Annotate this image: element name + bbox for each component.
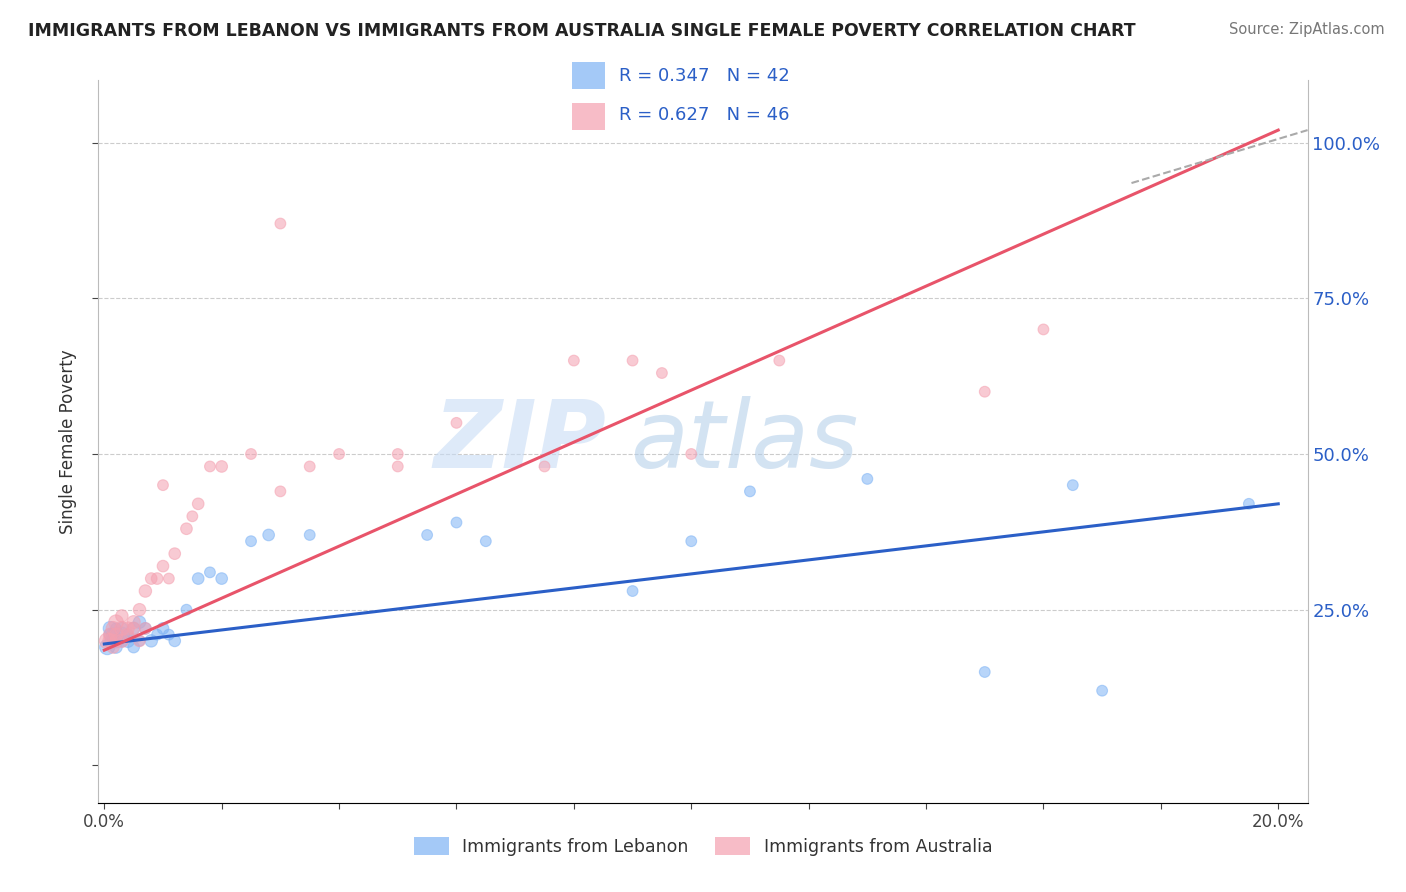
Point — [533, 459, 555, 474]
Point — [122, 621, 145, 635]
Point — [152, 478, 174, 492]
Text: IMMIGRANTS FROM LEBANON VS IMMIGRANTS FROM AUSTRALIA SINGLE FEMALE POVERTY CORRE: IMMIGRANTS FROM LEBANON VS IMMIGRANTS FR… — [28, 22, 1136, 40]
Point — [105, 640, 128, 654]
Point — [105, 615, 128, 630]
Point — [257, 528, 280, 542]
Point — [240, 534, 263, 549]
Point — [122, 640, 145, 654]
Point — [96, 640, 118, 654]
Point — [98, 621, 121, 635]
Point — [651, 366, 673, 380]
Point — [134, 621, 156, 635]
Point — [416, 528, 439, 542]
Point — [98, 633, 121, 648]
Point — [738, 484, 761, 499]
Point — [128, 603, 150, 617]
Point — [768, 353, 790, 368]
Point — [157, 627, 180, 641]
Point — [96, 633, 118, 648]
Point — [681, 534, 703, 549]
Point — [240, 447, 263, 461]
Point — [111, 621, 134, 635]
Point — [98, 627, 121, 641]
Text: R = 0.627   N = 46: R = 0.627 N = 46 — [619, 106, 789, 124]
Text: atlas: atlas — [630, 396, 859, 487]
Point — [128, 633, 150, 648]
Point — [446, 416, 468, 430]
Y-axis label: Single Female Poverty: Single Female Poverty — [59, 350, 77, 533]
Point — [105, 627, 128, 641]
Point — [1091, 683, 1114, 698]
Point — [163, 547, 186, 561]
Point — [681, 447, 703, 461]
Legend: Immigrants from Lebanon, Immigrants from Australia: Immigrants from Lebanon, Immigrants from… — [406, 830, 1000, 863]
Point — [117, 627, 139, 641]
Point — [187, 572, 209, 586]
Point — [973, 384, 995, 399]
Point — [157, 572, 180, 586]
Point — [105, 621, 128, 635]
Point — [111, 633, 134, 648]
Point — [111, 609, 134, 624]
Point — [101, 640, 124, 654]
Text: Source: ZipAtlas.com: Source: ZipAtlas.com — [1229, 22, 1385, 37]
Text: R = 0.347   N = 42: R = 0.347 N = 42 — [619, 68, 789, 86]
Point — [163, 633, 186, 648]
Point — [181, 509, 204, 524]
Text: ZIP: ZIP — [433, 395, 606, 488]
Point — [562, 353, 585, 368]
Point — [176, 603, 198, 617]
Point — [211, 459, 233, 474]
Point — [187, 497, 209, 511]
Point — [117, 621, 139, 635]
Point — [1237, 497, 1260, 511]
Point — [101, 627, 124, 641]
Point — [446, 516, 468, 530]
Point — [105, 633, 128, 648]
Point — [122, 615, 145, 630]
Point — [117, 627, 139, 641]
Point — [134, 584, 156, 599]
Point — [1062, 478, 1084, 492]
Point — [328, 447, 350, 461]
Point — [111, 621, 134, 635]
Point — [176, 522, 198, 536]
Point — [475, 534, 498, 549]
Point — [101, 621, 124, 635]
Point — [621, 353, 644, 368]
Point — [122, 621, 145, 635]
Point — [111, 627, 134, 641]
Point — [387, 459, 409, 474]
Point — [128, 633, 150, 648]
Point — [134, 621, 156, 635]
Point — [98, 627, 121, 641]
Point — [198, 566, 221, 580]
Point — [211, 572, 233, 586]
Point — [856, 472, 879, 486]
Point — [621, 584, 644, 599]
Point — [146, 627, 169, 641]
Point — [152, 621, 174, 635]
Point — [141, 633, 163, 648]
Point — [105, 633, 128, 648]
Point — [198, 459, 221, 474]
FancyBboxPatch shape — [572, 62, 606, 89]
Point — [298, 528, 321, 542]
Point — [98, 633, 121, 648]
FancyBboxPatch shape — [572, 103, 606, 130]
Point — [152, 559, 174, 574]
Point — [1032, 322, 1054, 336]
Point — [973, 665, 995, 679]
Point — [269, 484, 291, 499]
Point — [128, 615, 150, 630]
Point — [387, 447, 409, 461]
Point — [141, 572, 163, 586]
Point — [101, 633, 124, 648]
Point — [117, 633, 139, 648]
Point — [146, 572, 169, 586]
Point — [298, 459, 321, 474]
Point — [269, 217, 291, 231]
Point — [111, 633, 134, 648]
